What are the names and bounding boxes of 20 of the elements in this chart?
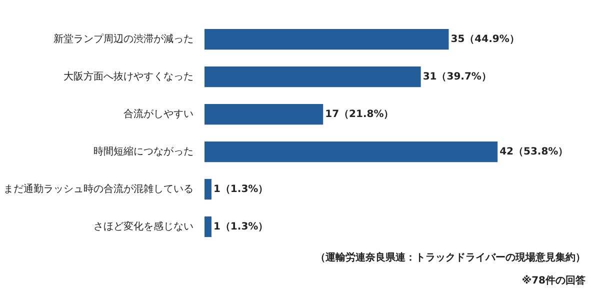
- text: ※78件の回答: [522, 274, 586, 286]
- data-label: 42（53.8%）: [500, 146, 568, 158]
- data-label: 35（44.9%）: [450, 34, 520, 45]
- text: （運輸労連奈良県連：トラックドライバーの現場意見集約）: [316, 252, 586, 264]
- bar: [204, 178, 212, 200]
- y-tick-label: 時間短縮につながった: [94, 145, 194, 158]
- bar: [204, 141, 498, 162]
- data-label: 31（39.7%）: [422, 71, 492, 82]
- data-label: 17（21.8%）: [325, 108, 394, 120]
- bar: [204, 216, 212, 238]
- y-tick-label: さほど変化を感じない: [94, 220, 194, 232]
- y-tick-label: 合流がしやすい: [124, 108, 194, 120]
- y-tick-label: 大阪方面へ抜けやすくなった: [64, 70, 194, 82]
- y-tick-label: 新堂ランプ周辺の渋滞が減った: [54, 32, 194, 45]
- y-tick-label: まだ通勤ラッシュ時の合流が混雑している: [4, 182, 194, 195]
- bar: [204, 66, 421, 88]
- data-label: 1（1.3%）: [213, 221, 268, 232]
- bar: [204, 104, 324, 125]
- data-label: 1（1.3%）: [213, 184, 268, 195]
- bar: [204, 28, 449, 50]
